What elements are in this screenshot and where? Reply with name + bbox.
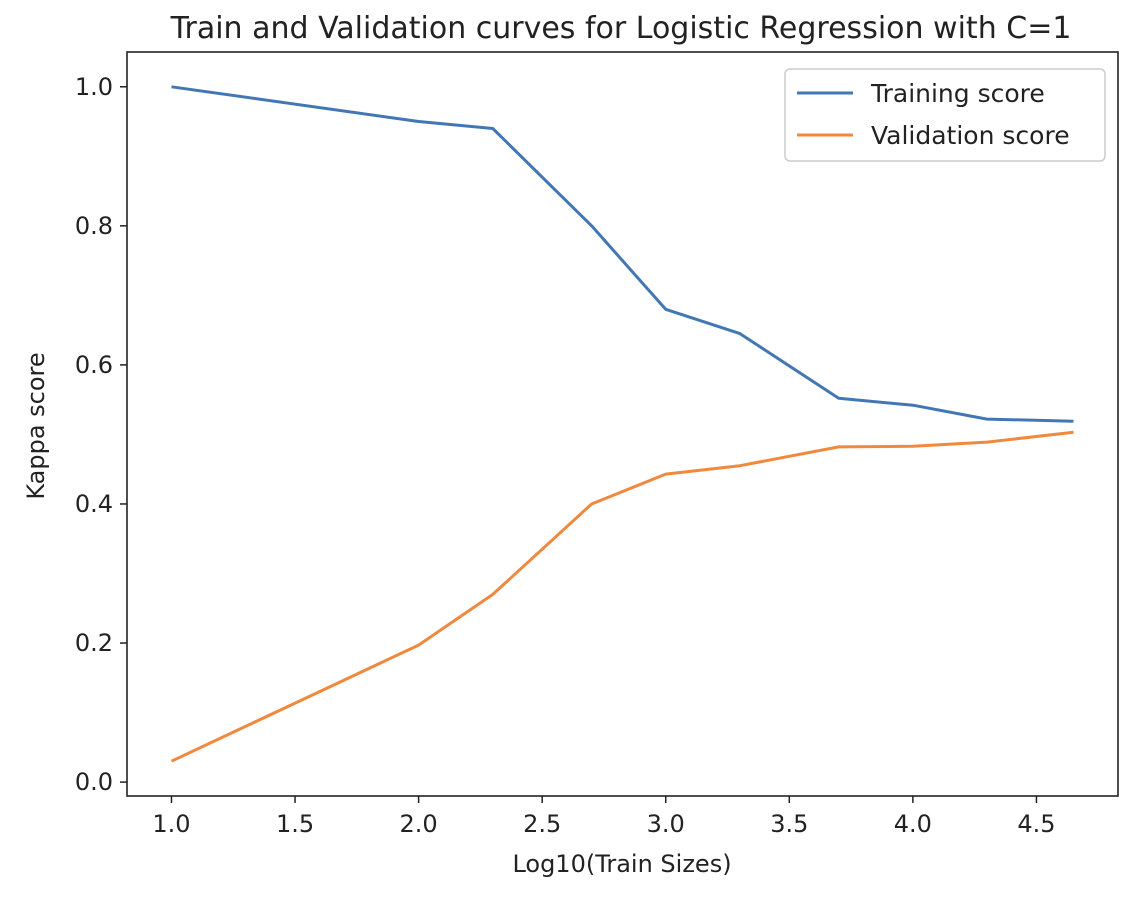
y-tick-label: 0.2 — [75, 629, 113, 657]
y-tick-label: 0.6 — [75, 351, 113, 379]
x-tick-label: 1.0 — [152, 810, 190, 838]
x-tick-label: 1.5 — [276, 810, 314, 838]
y-tick-label: 1.0 — [75, 73, 113, 101]
axis-ticks: 1.0 1.5 2.0 2.5 3.0 3.5 4.0 4.5 0.0 0.2 0.4 0.6 0.8 1… — [75, 73, 1056, 838]
x-tick-label: 4.0 — [894, 810, 932, 838]
x-tick-label: 2.0 — [400, 810, 438, 838]
x-axis-label: Log10(Train Sizes) — [512, 850, 731, 878]
series-line-validation-score — [170, 430, 1074, 763]
y-tick-label: 0.8 — [75, 212, 113, 240]
legend: Training score Validation score — [784, 68, 1106, 162]
series-line-training-score — [171, 85, 1074, 423]
y-axis-label: Kappa score — [22, 352, 50, 499]
y-tick-label: 0.4 — [75, 490, 113, 518]
x-tick-label: 2.5 — [523, 810, 561, 838]
legend-box — [784, 68, 1106, 162]
x-tick-label: 3.0 — [647, 810, 685, 838]
legend-label: Training score — [870, 79, 1045, 108]
plot-area — [170, 85, 1074, 763]
plot-frame — [126, 51, 1119, 797]
x-tick-label: 4.5 — [1017, 810, 1055, 838]
chart-title: Train and Validation curves for Logistic… — [170, 11, 1072, 46]
x-tick-label: 3.5 — [770, 810, 808, 838]
legend-label: Validation score — [871, 121, 1070, 150]
y-tick-label: 0.0 — [75, 768, 113, 796]
